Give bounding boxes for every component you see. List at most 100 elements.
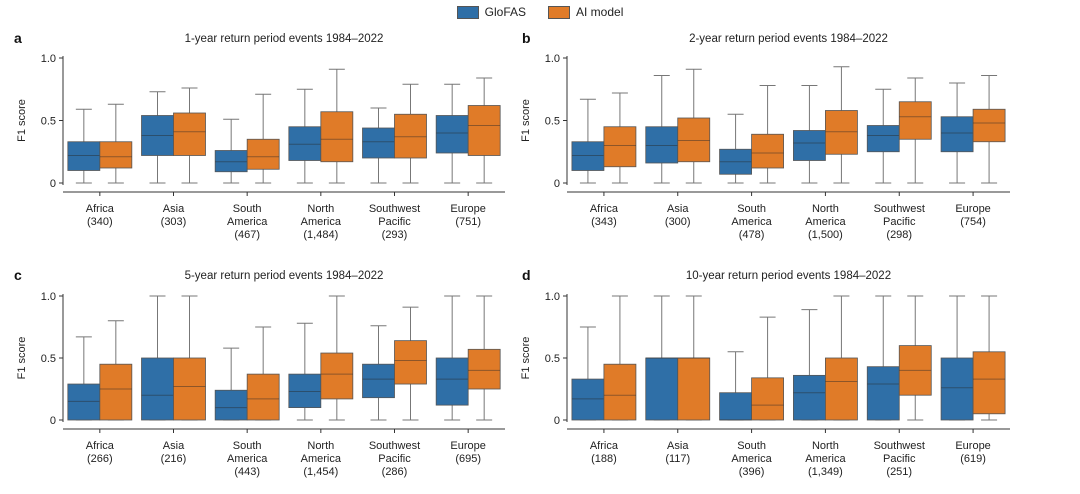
x-tick-label-a-4-1: Southwest — [369, 203, 420, 215]
x-tick-label-a-3-2: America — [301, 216, 342, 228]
panel-label-b: b — [522, 30, 531, 46]
panel-title-b: 2-year return period events 1984–2022 — [689, 33, 888, 45]
x-tick-label-d-0-2: (188) — [591, 453, 617, 465]
box-d-4-ai-model — [898, 345, 932, 396]
x-tick-label-c-2-3: (443) — [234, 466, 260, 478]
x-tick-label-b-3-2: America — [805, 216, 846, 228]
x-tick-label-d-3-3: (1,349) — [808, 466, 843, 478]
box-b-4-ai-model — [898, 101, 932, 140]
y-tick-label-d-2: 1.0 — [545, 291, 560, 303]
legend-item-ai-model: AI model — [548, 5, 623, 19]
panel-title-d: 10-year return period events 1984–2022 — [686, 270, 891, 282]
x-tick-label-d-2-2: America — [731, 453, 772, 465]
box-a-0-ai-model — [99, 141, 133, 169]
x-tick-label-d-0-1: Africa — [590, 440, 619, 452]
x-tick-label-a-3-1: North — [307, 203, 334, 215]
box-c-4-glofas — [362, 363, 395, 399]
x-tick-label-c-5-1: Europe — [450, 440, 485, 452]
x-tick-label-a-3-3: (1,484) — [303, 229, 338, 241]
x-tick-label-a-2-3: (467) — [234, 229, 260, 241]
x-tick-label-c-3-3: (1,454) — [303, 466, 338, 478]
box-a-5-ai-model — [467, 105, 501, 156]
y-tick-label-b-0: 0 — [554, 178, 560, 190]
y-axis-label-c: F1 score — [16, 337, 28, 380]
box-b-3-ai-model — [825, 110, 858, 155]
box-c-0-ai-model — [99, 363, 133, 421]
box-a-1-ai-model — [173, 112, 206, 156]
box-d-2-ai-model — [751, 377, 784, 421]
x-tick-label-d-4-1: Southwest — [874, 440, 925, 452]
panel-title-c: 5-year return period events 1984–2022 — [185, 270, 384, 282]
x-tick-label-a-5-2: (751) — [455, 216, 481, 228]
panel-label-d: d — [522, 267, 531, 283]
x-tick-label-c-2-1: South — [233, 440, 262, 452]
x-tick-label-c-1-1: Asia — [163, 440, 185, 452]
x-tick-label-b-3-1: North — [812, 203, 839, 215]
x-tick-label-b-1-1: Asia — [667, 203, 689, 215]
box-b-1-ai-model — [677, 117, 711, 163]
legend-label-glofas: GloFAS — [484, 5, 526, 19]
box-c-3-ai-model — [320, 352, 354, 400]
box-a-4-glofas — [362, 127, 395, 159]
y-tick-label-a-2: 1.0 — [41, 53, 56, 65]
box-c-5-glofas — [435, 357, 469, 406]
x-tick-label-c-3-2: America — [301, 453, 342, 465]
box-d-4-glofas — [866, 366, 900, 421]
box-c-1-glofas — [141, 357, 174, 421]
box-b-0-ai-model — [603, 126, 637, 168]
x-tick-label-a-5-1: Europe — [450, 203, 485, 215]
y-axis-label-d: F1 score — [520, 337, 532, 380]
y-tick-label-c-1: 0.5 — [41, 353, 56, 365]
box-c-2-glofas — [214, 389, 248, 421]
box-a-2-ai-model — [246, 138, 280, 170]
x-tick-label-d-3-1: North — [812, 440, 839, 452]
y-tick-label-c-2: 1.0 — [41, 291, 56, 303]
x-tick-label-a-2-2: America — [227, 216, 268, 228]
x-tick-label-b-5-1: Europe — [955, 203, 990, 215]
x-tick-label-b-1-2: (300) — [665, 216, 691, 228]
box-d-1-ai-model — [677, 357, 711, 421]
box-b-3-glofas — [793, 130, 826, 161]
x-tick-label-a-2-1: South — [233, 203, 262, 215]
box-b-4-glofas — [866, 125, 900, 153]
y-tick-label-b-2: 1.0 — [545, 53, 560, 65]
x-tick-label-b-0-1: Africa — [590, 203, 619, 215]
box-d-5-ai-model — [972, 351, 1006, 415]
x-tick-label-a-4-2: Pacific — [378, 216, 411, 228]
x-tick-label-b-2-1: South — [737, 203, 766, 215]
legend-label-ai-model: AI model — [576, 5, 624, 19]
x-tick-label-b-5-2: (754) — [960, 216, 986, 228]
box-a-2-glofas — [214, 150, 248, 173]
x-tick-label-d-5-1: Europe — [955, 440, 990, 452]
x-tick-label-d-2-3: (396) — [739, 466, 765, 478]
x-tick-label-d-1-2: (117) — [665, 453, 690, 465]
x-tick-label-b-3-3: (1,500) — [808, 229, 843, 241]
box-a-1-glofas — [141, 115, 174, 156]
box-c-1-ai-model — [173, 357, 206, 421]
x-tick-label-d-2-1: South — [737, 440, 766, 452]
x-tick-label-a-1-2: (303) — [161, 216, 187, 228]
panel-label-c: c — [14, 267, 22, 283]
x-tick-label-a-1-1: Asia — [163, 203, 185, 215]
y-tick-label-b-1: 0.5 — [545, 116, 560, 128]
x-tick-label-a-4-3: (293) — [382, 229, 408, 241]
box-d-3-glofas — [793, 374, 826, 421]
box-d-0-ai-model — [603, 363, 637, 421]
legend-item-glofas: GloFAS — [456, 5, 526, 19]
box-a-3-ai-model — [320, 111, 354, 163]
y-tick-label-a-0: 0 — [50, 178, 56, 190]
x-tick-label-b-2-3: (478) — [739, 229, 765, 241]
x-tick-label-a-0-2: (340) — [87, 216, 113, 228]
x-tick-label-c-3-1: North — [307, 440, 334, 452]
box-c-5-ai-model — [467, 348, 501, 390]
legend-swatch-ai-model — [548, 5, 570, 19]
y-tick-label-d-0: 0 — [554, 415, 560, 427]
x-tick-label-b-0-2: (343) — [591, 216, 617, 228]
x-tick-label-c-0-2: (266) — [87, 453, 113, 465]
x-tick-label-d-4-2: Pacific — [883, 453, 916, 465]
box-d-0-glofas — [571, 378, 605, 421]
y-tick-label-a-1: 0.5 — [41, 116, 56, 128]
x-tick-label-c-4-3: (286) — [382, 466, 408, 478]
legend-swatch-glofas — [456, 5, 479, 19]
panel-title-a: 1-year return period events 1984–2022 — [185, 33, 384, 45]
